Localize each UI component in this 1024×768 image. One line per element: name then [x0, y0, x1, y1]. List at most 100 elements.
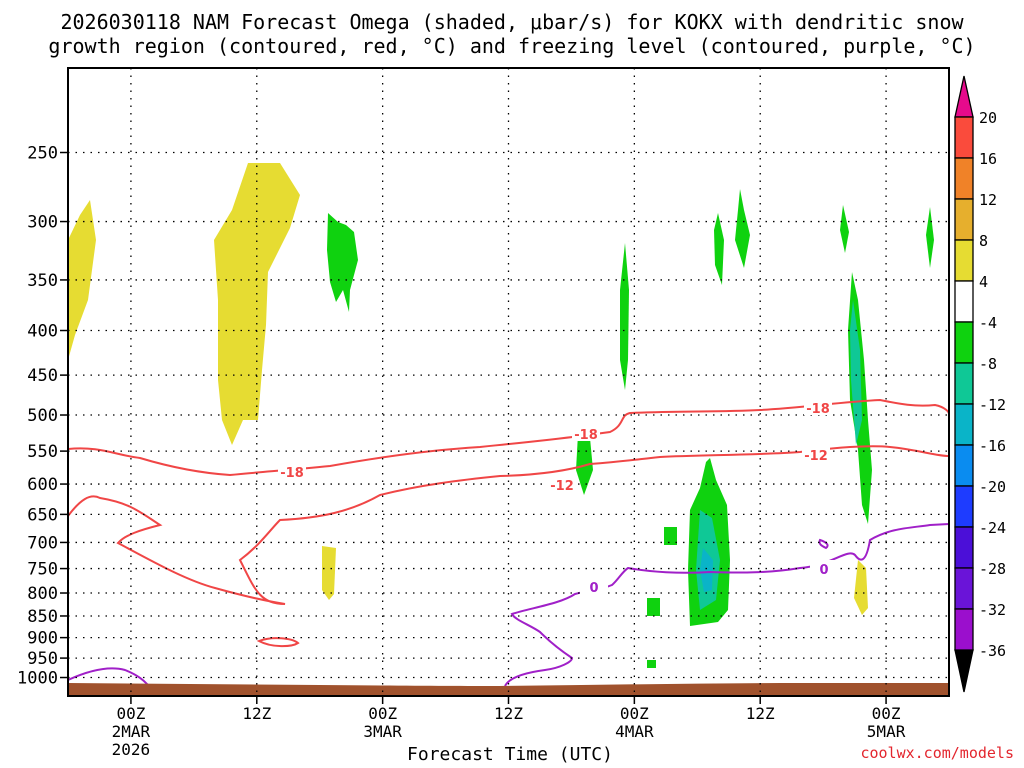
y-tick-label: 600: [27, 475, 58, 495]
contour-label-bg: [548, 476, 576, 492]
colorbar-label: 12: [979, 191, 997, 209]
chart-title-line-2: growth region (contoured, red, °C) and f…: [48, 34, 976, 58]
colorbar-box: [954, 198, 974, 241]
omega-region: [850, 300, 862, 445]
colorbar-label: -4: [979, 314, 997, 332]
contour-label: -12: [804, 449, 828, 464]
colorbar-box: [954, 608, 974, 651]
x-tick-label: 00Z: [368, 704, 397, 723]
x-tick-label: 12Z: [494, 704, 523, 723]
contour-label: -18: [574, 428, 598, 443]
x-tick-label: 3MAR: [363, 722, 402, 741]
y-tick-label: 800: [27, 584, 58, 604]
y-tick-label: 650: [27, 505, 58, 525]
y-tick-label: 550: [27, 442, 58, 462]
colorbar-label: 8: [979, 232, 988, 250]
contour-line-minus12-closed: [256, 637, 300, 648]
contour-label: -18: [280, 466, 304, 481]
colorbar-box: [954, 485, 974, 528]
colorbar-box: [954, 321, 974, 364]
contour-label: -12: [550, 479, 574, 494]
gridlines: [68, 68, 949, 696]
omega-region: [68, 200, 96, 360]
colorbar-label: -28: [979, 560, 1006, 578]
x-tick-label: 4MAR: [615, 722, 654, 741]
x-tick-label: 5MAR: [867, 722, 906, 741]
x-tick-label: 12Z: [746, 704, 775, 723]
y-tick-label: 900: [27, 629, 58, 649]
contour-label: 0: [819, 563, 828, 578]
y-tick-label: 300: [27, 213, 58, 233]
contour-line-minus12: [68, 445, 949, 605]
omega-region: [322, 546, 336, 600]
x-tick-label: 12Z: [242, 704, 271, 723]
colorbar-box: [954, 444, 974, 487]
contour-label-bg: [802, 446, 830, 462]
contour-label: 0: [589, 581, 598, 596]
colorbar-label: -16: [979, 437, 1006, 455]
colorbar-box: [954, 403, 974, 446]
colorbar-box: [954, 239, 974, 282]
contour-label-bg: [580, 578, 608, 594]
contour-lines: [68, 398, 949, 687]
chart-title-line-1: 2026030118 NAM Forecast Omega (shaded, μ…: [60, 10, 964, 34]
y-tick-label: 250: [27, 144, 58, 164]
omega-shading: [68, 163, 934, 668]
contour-label: -18: [806, 402, 830, 417]
contour-labels: -18 -18 -18 -12 -12 0 0: [278, 399, 838, 596]
omega-region: [214, 163, 300, 445]
colorbar-box: [954, 157, 974, 200]
x-tick-label: 2026: [112, 740, 151, 759]
colorbar-label: -8: [979, 355, 997, 373]
omega-region: [620, 243, 629, 390]
colorbar-label: -20: [979, 478, 1006, 496]
colorbar-label: -12: [979, 396, 1006, 414]
omega-region: [576, 434, 593, 495]
colorbar-label: -24: [979, 519, 1006, 537]
y-tick-label: 700: [27, 533, 58, 553]
contour-line-minus18: [68, 398, 949, 477]
x-tick-label: 00Z: [116, 704, 145, 723]
contour-label-bg: [810, 560, 838, 576]
ground-shading: [68, 683, 949, 696]
omega-region: [664, 527, 677, 545]
x-axis-label: Forecast Time (UTC): [407, 744, 613, 765]
omega-region: [854, 560, 868, 615]
contour-label-bg: [804, 399, 832, 415]
omega-region: [840, 205, 849, 253]
colorbar-label: -36: [979, 642, 1006, 660]
colorbar-box: [954, 116, 974, 159]
colorbar-box: [954, 526, 974, 569]
omega-region: [700, 548, 713, 592]
omega-region: [735, 189, 750, 268]
omega-region: [926, 207, 934, 268]
colorbar-box: [954, 362, 974, 405]
contour-label-bg: [572, 425, 600, 441]
y-tick-label: 750: [27, 560, 58, 580]
colorbar-bottom-triangle: [954, 649, 974, 693]
y-tick-label: 950: [27, 649, 58, 669]
omega-region: [647, 660, 656, 668]
colorbar-box: [954, 280, 974, 323]
y-tick-label: 500: [27, 406, 58, 426]
contour-line-0-closed: [818, 538, 829, 550]
y-tick-label: 1000: [17, 669, 58, 689]
y-tick-label: 450: [27, 366, 58, 386]
colorbar-top-triangle: [954, 75, 974, 118]
credit-text: coolwx.com/models: [860, 744, 1014, 762]
y-tick-label: 350: [27, 271, 58, 291]
colorbar-box: [954, 567, 974, 610]
colorbar-label: 16: [979, 150, 997, 168]
contour-line-0: [68, 667, 149, 686]
omega-region: [647, 598, 660, 616]
x-tick-label: 2MAR: [112, 722, 151, 741]
x-tick-label: 00Z: [872, 704, 901, 723]
y-tick-label: 400: [27, 322, 58, 342]
contour-label-bg: [278, 463, 306, 479]
colorbar: 20 16 12 8 4 -4 -8 -12 -16 -20 -24 -28 -32 -36: [954, 75, 1006, 693]
colorbar-label: -32: [979, 601, 1006, 619]
omega-region: [327, 213, 358, 312]
y-tick-label: 850: [27, 607, 58, 627]
